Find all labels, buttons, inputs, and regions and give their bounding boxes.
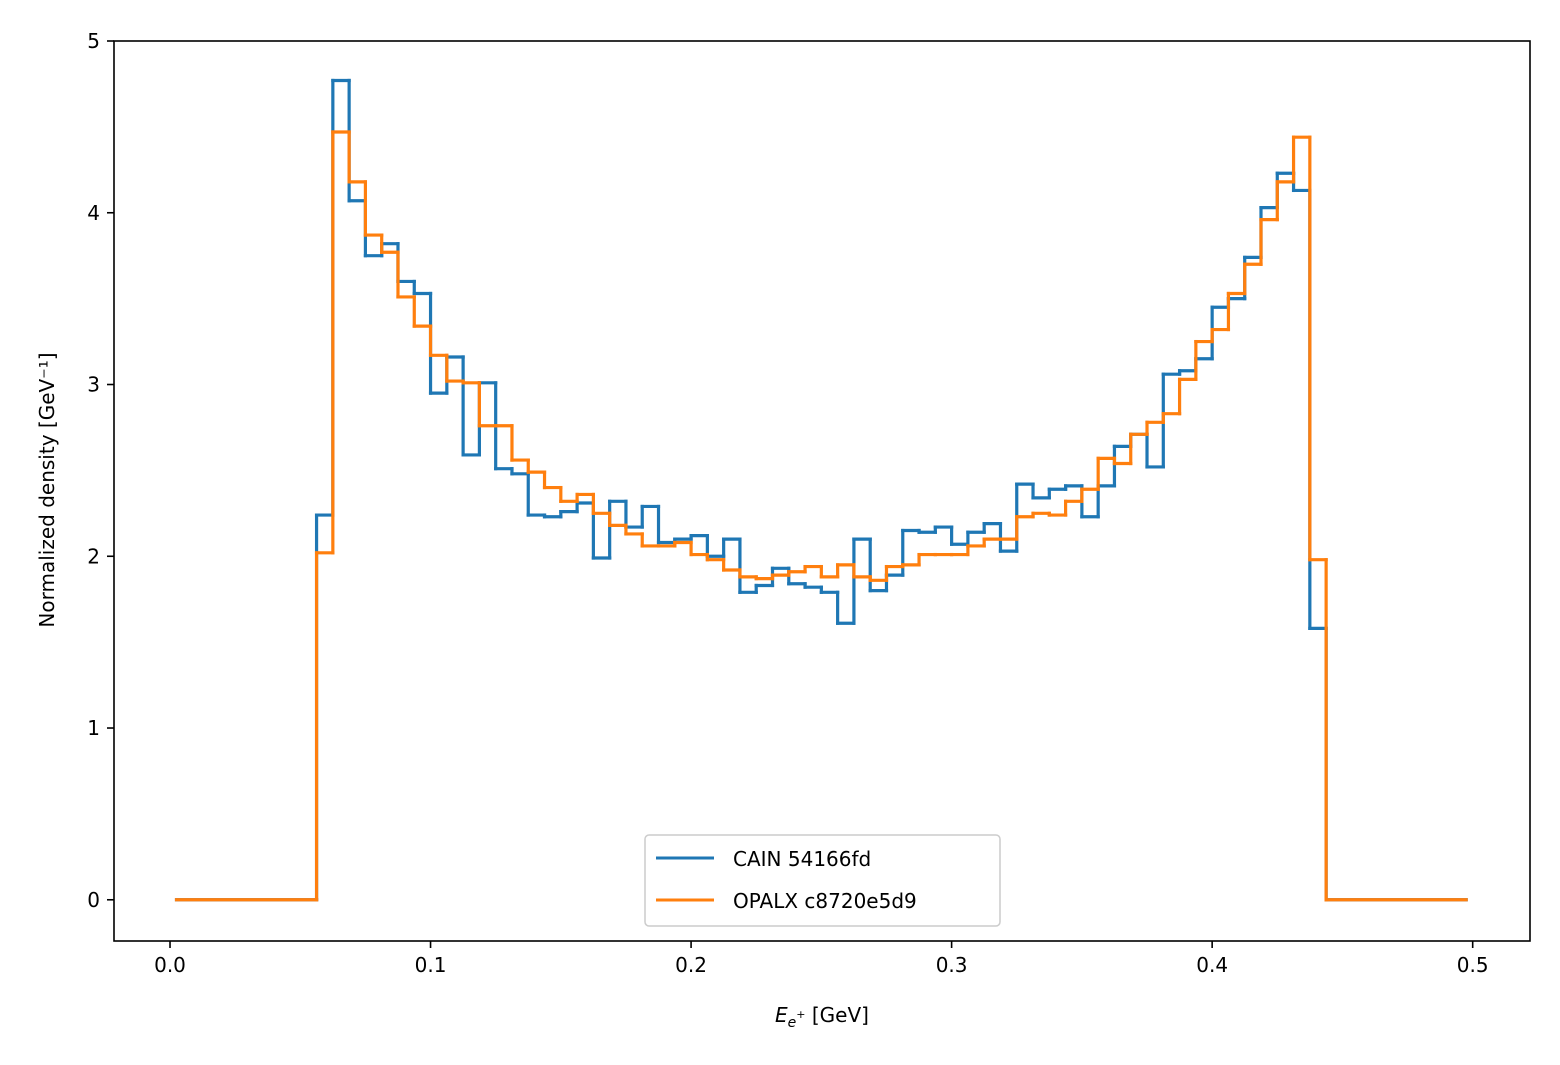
y-axis-label: Normalized density [GeV⁻¹] <box>35 352 59 627</box>
x-tick-label: 0.2 <box>675 953 707 977</box>
x-tick-label: 0.1 <box>415 953 447 977</box>
x-axis-label-main: E <box>775 1003 788 1027</box>
x-tick-label: 0.4 <box>1196 953 1228 977</box>
x-tick-label: 0.3 <box>936 953 968 977</box>
x-axis-label-sup: + <box>796 1008 805 1021</box>
y-axis: 0 1 2 3 4 5 <box>87 29 114 912</box>
plot-frame <box>113 40 1531 942</box>
series-opalx <box>174 130 1468 902</box>
y-tick-label: 4 <box>87 201 100 225</box>
series-cain <box>174 78 1468 902</box>
x-tick-label: 0.0 <box>154 953 186 977</box>
legend: CAIN 54166fd OPALX c8720e5d9 <box>644 834 1001 927</box>
legend-box <box>644 834 1001 927</box>
x-axis-label: Ee+ [GeV] <box>775 1003 869 1031</box>
x-axis-label-unit: [GeV] <box>806 1003 869 1027</box>
x-axis-label-sub: e <box>788 1015 797 1031</box>
y-tick-label: 2 <box>87 544 100 568</box>
x-tick-label: 0.5 <box>1457 953 1489 977</box>
legend-label-opalx: OPALX c8720e5d9 <box>733 889 917 913</box>
legend-label-cain: CAIN 54166fd <box>733 847 871 871</box>
y-tick-label: 5 <box>87 29 100 53</box>
y-tick-label: 0 <box>87 888 100 912</box>
y-tick-label: 3 <box>87 373 100 397</box>
y-tick-label: 1 <box>87 716 100 740</box>
x-axis: 0.0 0.1 0.2 0.3 0.4 0.5 <box>154 941 1489 977</box>
series-layer <box>174 78 1468 902</box>
